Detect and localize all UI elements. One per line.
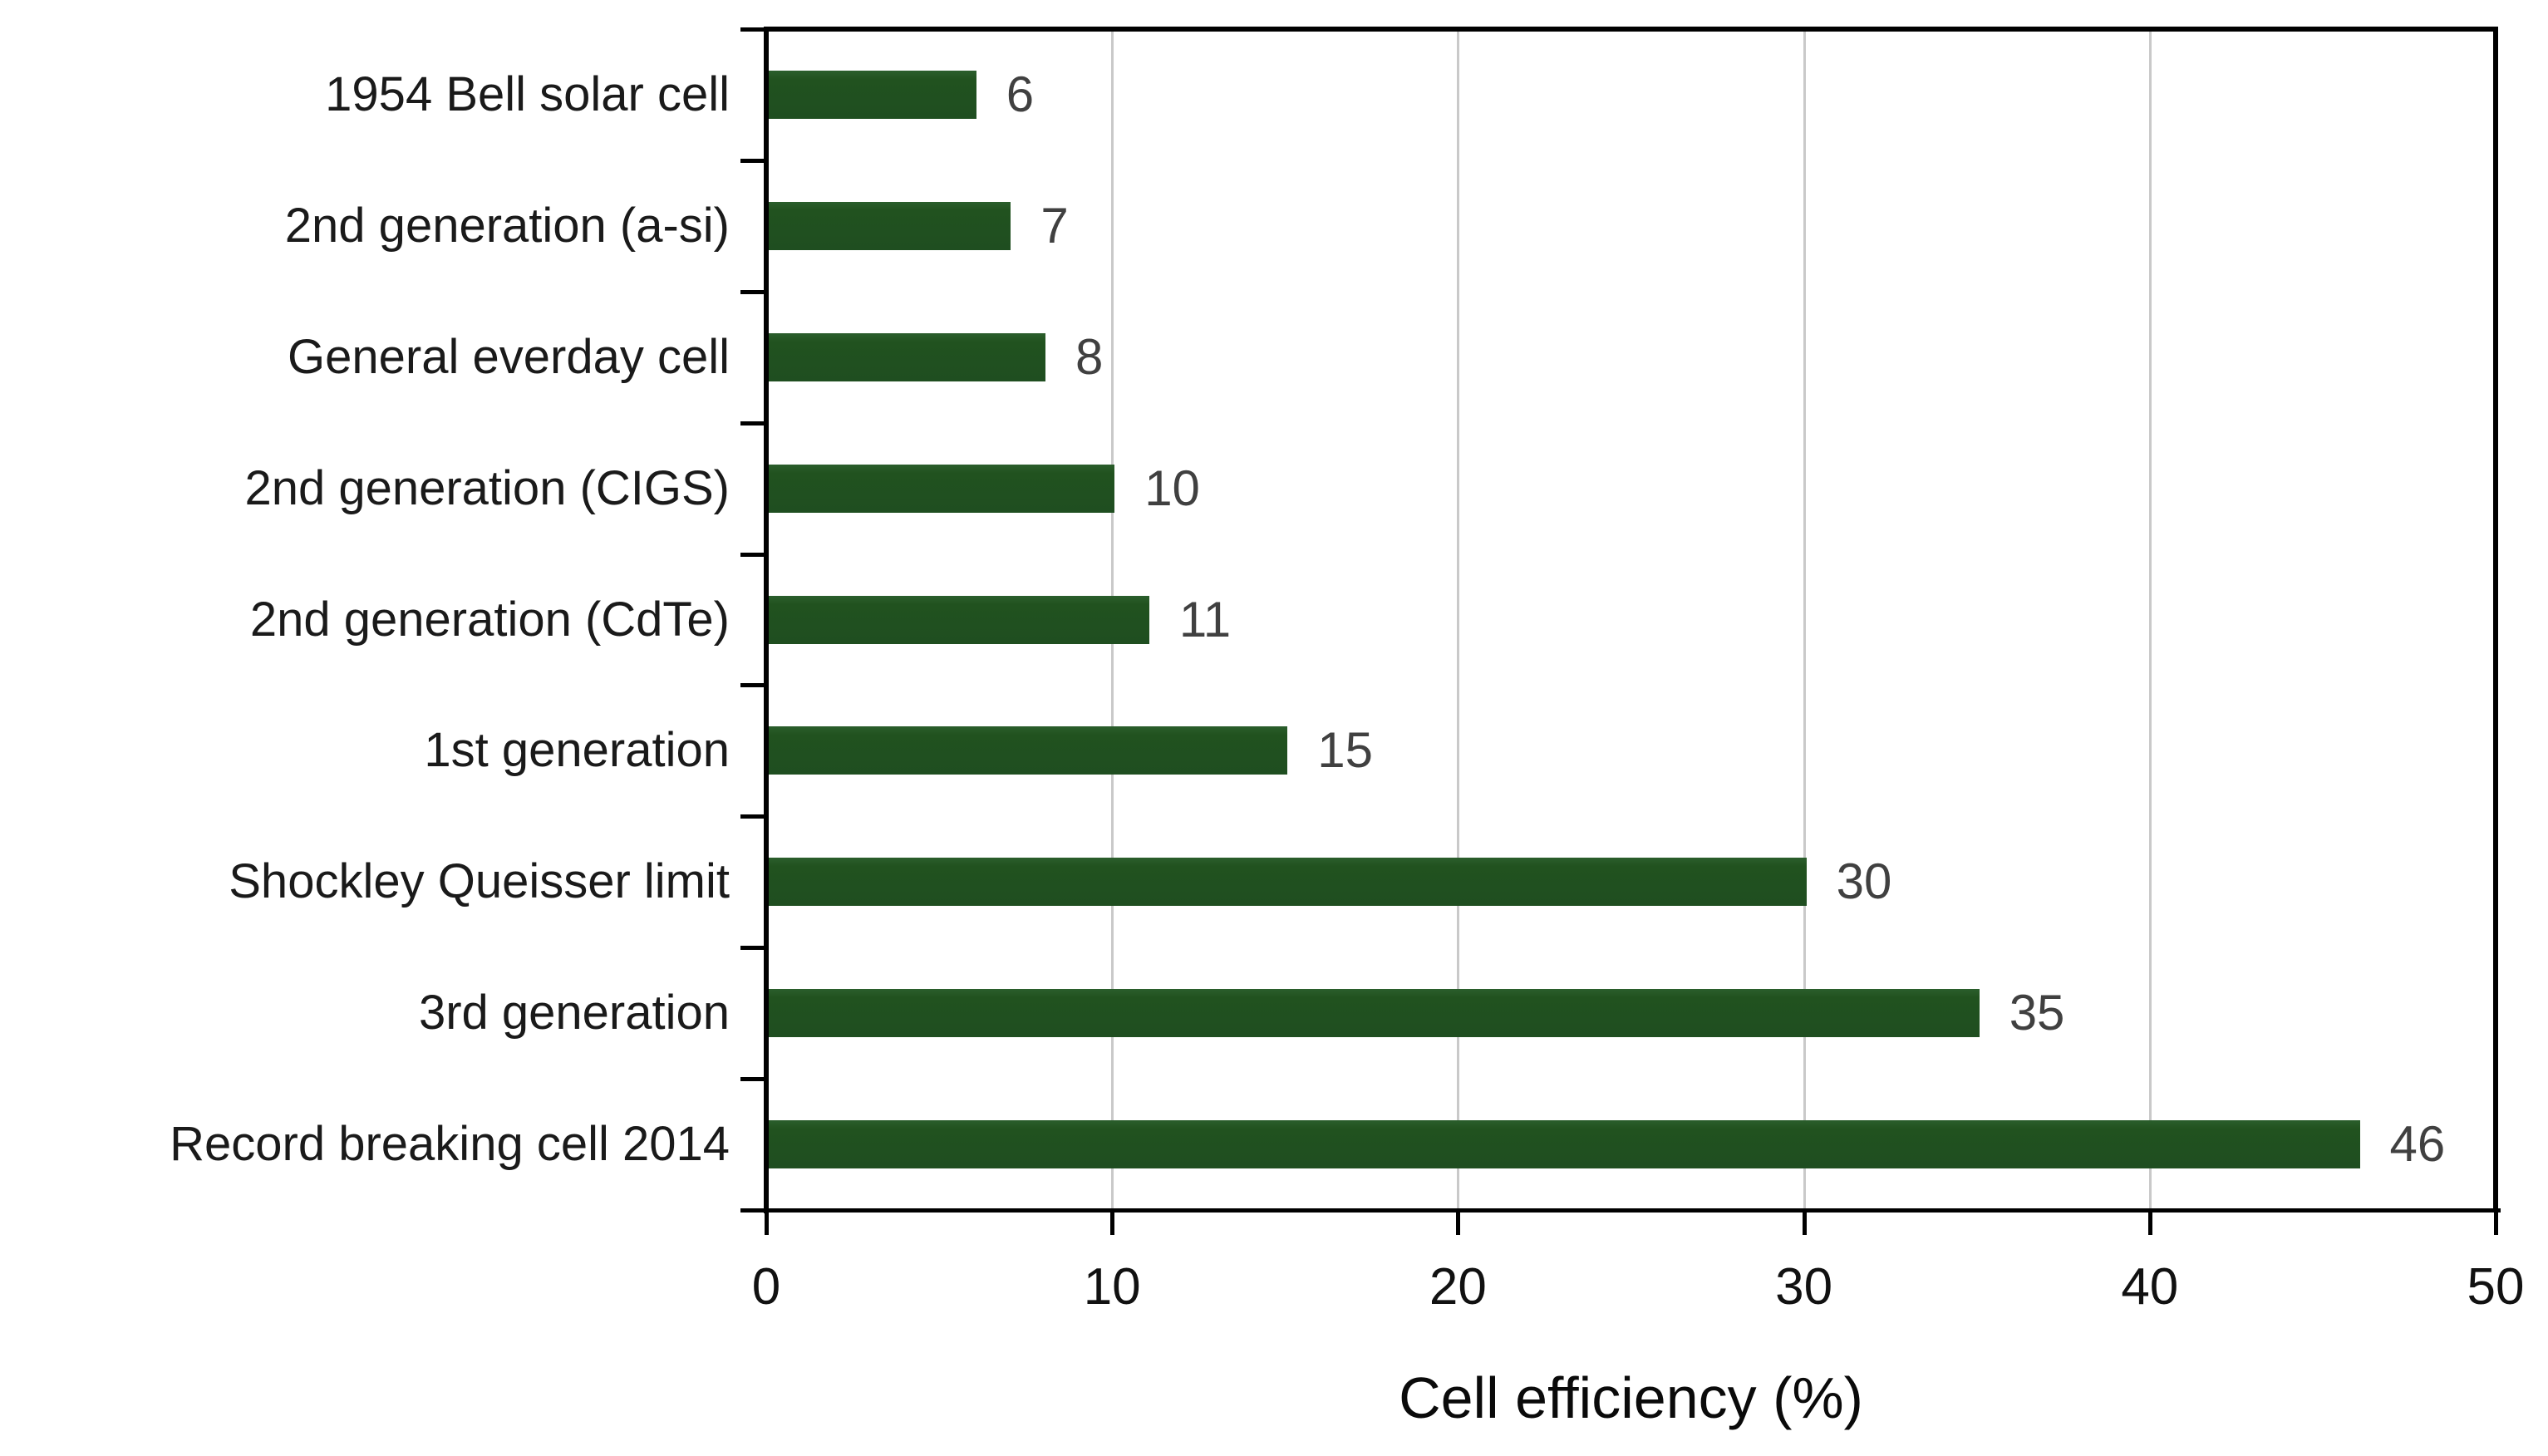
x-axis-title: Cell efficiency (%) bbox=[1399, 1365, 1863, 1430]
x-tick-label-10: 10 bbox=[1083, 1258, 1141, 1316]
bar-value-label: 11 bbox=[1178, 591, 1232, 647]
category-label: 1954 Bell solar cell bbox=[325, 66, 730, 121]
bar-value-label: 35 bbox=[2009, 985, 2065, 1041]
y-axis-tick-0 bbox=[740, 27, 764, 32]
y-axis-tick-6 bbox=[740, 814, 764, 819]
y-axis-tick-1 bbox=[740, 158, 764, 163]
x-axis-tick-20 bbox=[1456, 1210, 1461, 1235]
bar bbox=[769, 595, 1149, 644]
x-axis-tick-0 bbox=[765, 1210, 769, 1235]
bar-value-label: 15 bbox=[1317, 722, 1374, 779]
plot-border-top bbox=[764, 27, 2498, 32]
category-label: 1st generation bbox=[424, 723, 730, 778]
bar bbox=[769, 332, 1045, 381]
category-label: 2nd generation (CdTe) bbox=[249, 592, 730, 647]
y-axis-tick-3 bbox=[740, 421, 764, 425]
x-tick-label-50: 50 bbox=[2467, 1258, 2525, 1316]
y-axis-tick-2 bbox=[740, 289, 764, 294]
category-label: 2nd generation (CIGS) bbox=[244, 460, 730, 515]
y-axis-tick-5 bbox=[740, 683, 764, 688]
bar-value-label: 46 bbox=[2389, 1116, 2446, 1173]
category-label: Record breaking cell 2014 bbox=[170, 1117, 730, 1172]
bar bbox=[769, 989, 1980, 1038]
category-label: 3rd generation bbox=[418, 986, 730, 1040]
bar bbox=[769, 1120, 2360, 1169]
gridline-40 bbox=[2148, 32, 2152, 1210]
x-axis-tick-50 bbox=[2494, 1210, 2498, 1235]
bar-value-label: 7 bbox=[1040, 197, 1069, 253]
gridline-30 bbox=[1803, 32, 1806, 1210]
bar-value-label: 8 bbox=[1075, 328, 1104, 385]
bar-value-label: 10 bbox=[1144, 460, 1200, 516]
bar-value-label: 30 bbox=[1836, 853, 1892, 910]
x-axis-tick-30 bbox=[1802, 1210, 1807, 1235]
bar bbox=[769, 464, 1115, 513]
category-label: Shockley Queisser limit bbox=[229, 854, 730, 909]
gridline-20 bbox=[1457, 32, 1460, 1210]
bar-value-label: 6 bbox=[1006, 66, 1035, 122]
x-tick-label-40: 40 bbox=[2121, 1258, 2179, 1316]
bar bbox=[769, 858, 1807, 907]
y-axis-tick-9 bbox=[740, 1208, 764, 1213]
category-label: General everday cell bbox=[288, 329, 730, 384]
category-label: 2nd generation (a-si) bbox=[284, 198, 730, 253]
x-tick-label-30: 30 bbox=[1775, 1258, 1833, 1316]
x-axis-tick-10 bbox=[1110, 1210, 1115, 1235]
plot-border-right bbox=[2493, 29, 2498, 1210]
x-tick-label-20: 20 bbox=[1429, 1258, 1487, 1316]
bar bbox=[769, 201, 1011, 250]
y-axis-tick-7 bbox=[740, 946, 764, 951]
x-axis-line bbox=[745, 1208, 2501, 1213]
y-axis-line bbox=[764, 29, 769, 1213]
x-axis-tick-40 bbox=[2147, 1210, 2152, 1235]
bar bbox=[769, 726, 1288, 775]
x-tick-label-0: 0 bbox=[751, 1258, 781, 1316]
y-axis-tick-8 bbox=[740, 1077, 764, 1082]
bar bbox=[769, 70, 976, 119]
y-axis-tick-4 bbox=[740, 552, 764, 557]
